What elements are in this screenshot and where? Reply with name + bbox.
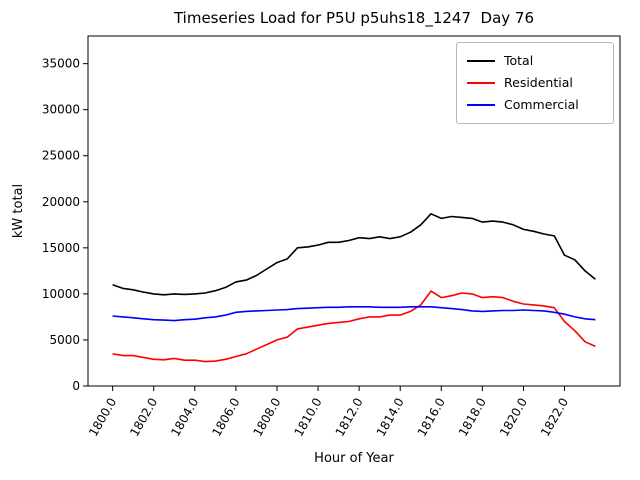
legend-item-residential: Residential bbox=[467, 72, 603, 94]
x-axis-label: Hour of Year bbox=[314, 451, 394, 466]
y-tick-label: 20000 bbox=[42, 195, 80, 209]
series-line-total bbox=[112, 213, 596, 296]
legend-item-total: Total bbox=[467, 50, 603, 72]
x-tick-label: 1810.0 bbox=[292, 396, 325, 439]
legend-label-commercial: Commercial bbox=[504, 96, 579, 112]
legend-label-total: Total bbox=[504, 52, 534, 68]
x-tick-label: 1818.0 bbox=[456, 396, 489, 439]
x-tick-label: 1800.0 bbox=[86, 396, 119, 439]
x-tick-label: 1808.0 bbox=[250, 396, 283, 439]
legend-line-swatch-commercial bbox=[467, 104, 495, 106]
y-tick-label: 10000 bbox=[42, 287, 80, 301]
y-axis-label: kW total bbox=[11, 184, 26, 238]
series-line-residential bbox=[112, 290, 596, 363]
y-tick-label: 5000 bbox=[49, 333, 80, 347]
series-line-commercial bbox=[112, 305, 596, 322]
y-tick-label: 15000 bbox=[42, 241, 80, 255]
legend: Total Residential Commercial bbox=[456, 42, 614, 124]
y-tick-label: 0 bbox=[72, 379, 80, 393]
y-tick-label: 25000 bbox=[42, 149, 80, 163]
legend-item-commercial: Commercial bbox=[467, 94, 603, 116]
x-tick-label: 1804.0 bbox=[168, 396, 201, 439]
legend-line-swatch-total bbox=[467, 60, 495, 62]
legend-line-swatch-residential bbox=[467, 82, 495, 84]
axes-frame bbox=[87, 35, 621, 387]
x-tick-label: 1802.0 bbox=[127, 396, 160, 439]
x-tick-label: 1816.0 bbox=[415, 396, 448, 439]
x-tick-label: 1814.0 bbox=[374, 396, 407, 439]
x-tick-label: 1812.0 bbox=[333, 396, 366, 439]
y-tick-label: 30000 bbox=[42, 103, 80, 117]
y-tick-label: 35000 bbox=[42, 57, 80, 71]
legend-label-residential: Residential bbox=[504, 74, 573, 90]
x-tick-label: 1822.0 bbox=[538, 396, 571, 439]
chart-title: Timeseries Load for P5U p5uhs18_1247 Day… bbox=[173, 9, 535, 27]
x-tick-label: 1806.0 bbox=[209, 396, 242, 439]
x-tick-label: 1820.0 bbox=[497, 396, 530, 439]
